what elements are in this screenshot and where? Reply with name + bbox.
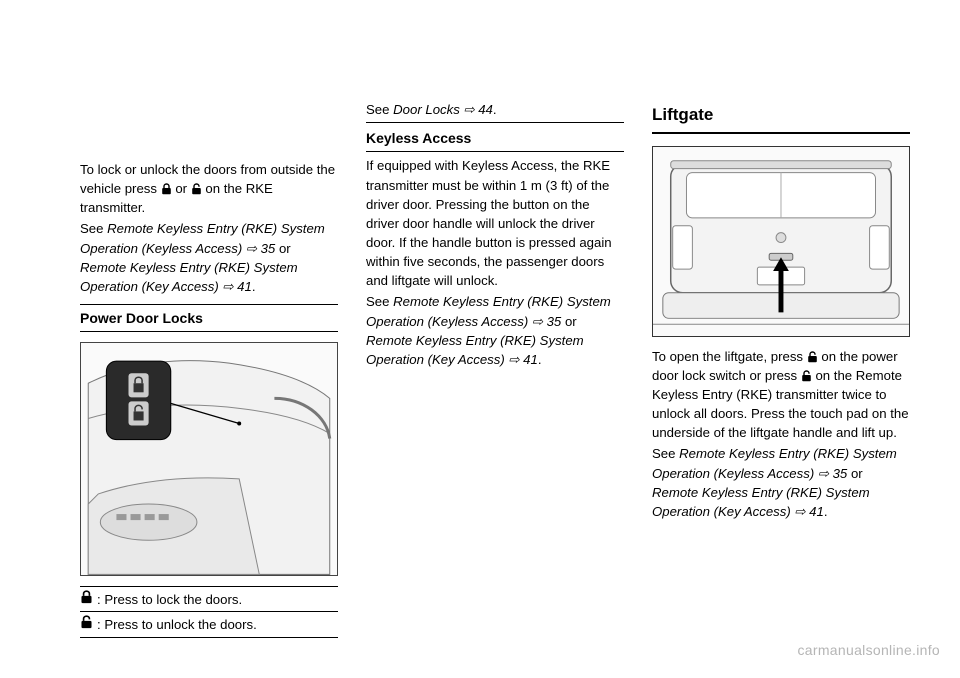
column-2: See Door Locks ⇨ 44. Keyless Access If e… bbox=[366, 100, 624, 638]
text: . bbox=[538, 352, 542, 367]
see-door-locks: See Door Locks ⇨ 44. bbox=[366, 100, 624, 123]
ref-page: ⇨ 35 bbox=[528, 314, 565, 329]
ref-page: ⇨ 35 bbox=[242, 241, 279, 256]
column-1: To lock or unlock the doors from outside… bbox=[80, 100, 338, 638]
text: or bbox=[851, 466, 863, 481]
ref-page: ⇨ 41 bbox=[219, 279, 252, 294]
text: or bbox=[279, 241, 291, 256]
ref-page: ⇨ 35 bbox=[814, 466, 851, 481]
manual-page: To lock or unlock the doors from outside… bbox=[0, 0, 960, 678]
lock-icon bbox=[161, 183, 172, 195]
rke-reference: See Remote Keyless Entry (RKE) System Op… bbox=[80, 219, 338, 296]
unlock-icon bbox=[80, 615, 93, 629]
rke-reference: See Remote Keyless Entry (RKE) System Op… bbox=[366, 292, 624, 369]
ref-rke-key: Remote Keyless Entry (RKE) System Operat… bbox=[80, 260, 298, 294]
liftgate-instructions: To open the liftgate, press on the power… bbox=[652, 347, 910, 443]
text: To open the liftgate, press bbox=[652, 349, 807, 364]
ref-page: ⇨ 41 bbox=[791, 504, 824, 519]
watermark: carmanualsonline.info bbox=[798, 642, 941, 658]
figure-door-lock-switch bbox=[80, 342, 338, 575]
text: See bbox=[366, 294, 393, 309]
text: or bbox=[175, 181, 190, 196]
text: See bbox=[652, 446, 679, 461]
heading-keyless-access: Keyless Access bbox=[366, 125, 624, 152]
lock-instruction-row: : Press to lock the doors. bbox=[80, 586, 338, 609]
rke-reference: See Remote Keyless Entry (RKE) System Op… bbox=[652, 444, 910, 521]
ref-rke-key: Remote Keyless Entry (RKE) System Operat… bbox=[366, 333, 584, 367]
text: See bbox=[366, 102, 393, 117]
text: See bbox=[80, 221, 107, 236]
intro-paragraph: To lock or unlock the doors from outside… bbox=[80, 160, 338, 217]
heading-liftgate: Liftgate bbox=[652, 100, 910, 134]
unlock-icon bbox=[191, 183, 202, 195]
figure-liftgate bbox=[652, 146, 910, 337]
text: . bbox=[252, 279, 256, 294]
keyless-body: If equipped with Keyless Access, the RKE… bbox=[366, 156, 624, 290]
unlock-icon bbox=[801, 370, 812, 382]
ref-page: ⇨ 41 bbox=[505, 352, 538, 367]
text: . bbox=[824, 504, 828, 519]
ref-door-locks: Door Locks ⇨ 44 bbox=[393, 102, 493, 117]
heading-power-door-locks: Power Door Locks bbox=[80, 304, 338, 332]
unlock-instruction: : Press to unlock the doors. bbox=[97, 615, 257, 634]
text: or bbox=[565, 314, 577, 329]
text: . bbox=[493, 102, 497, 117]
unlock-instruction-row: : Press to unlock the doors. bbox=[80, 611, 338, 638]
ref-rke-key: Remote Keyless Entry (RKE) System Operat… bbox=[652, 485, 870, 519]
unlock-icon bbox=[807, 351, 818, 363]
lock-icon bbox=[80, 590, 93, 604]
column-layout: To lock or unlock the doors from outside… bbox=[80, 100, 910, 638]
column-3: Liftgate bbox=[652, 100, 910, 638]
lock-instruction: : Press to lock the doors. bbox=[97, 590, 242, 609]
